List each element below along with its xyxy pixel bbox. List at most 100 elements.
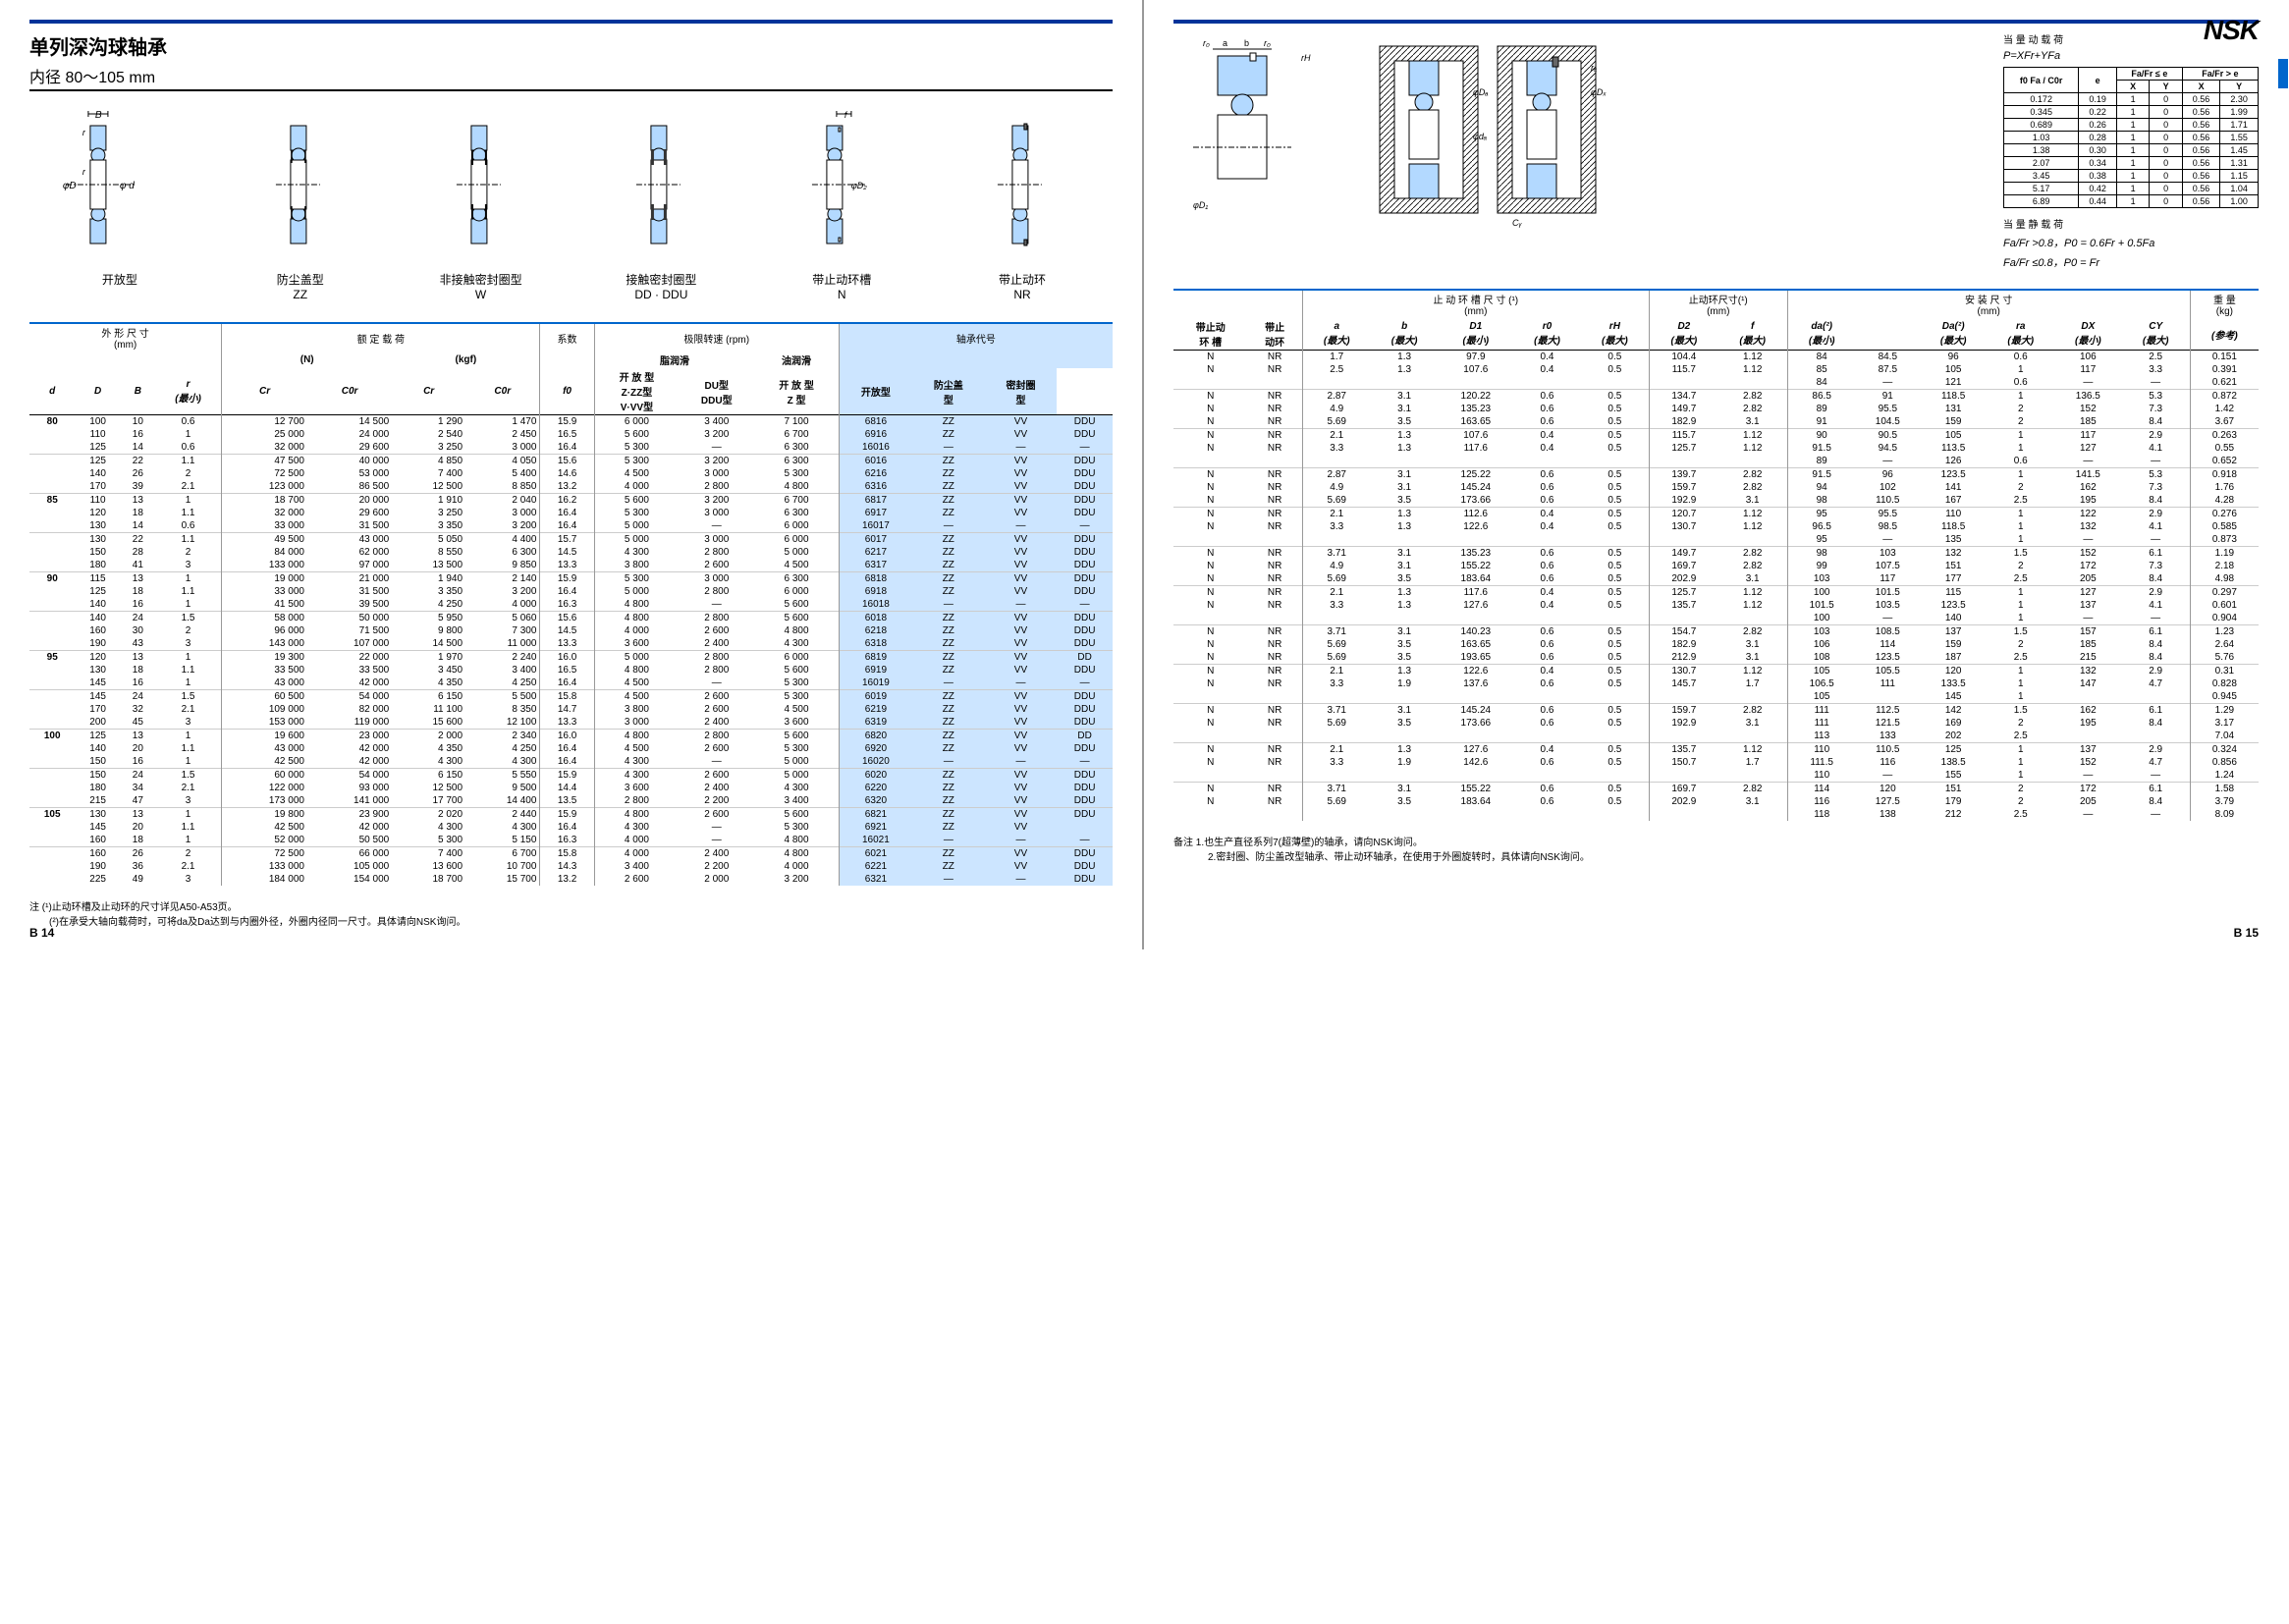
- right-cell: 159.7: [1649, 481, 1717, 494]
- left-row: 140201.143 00042 0004 3504 25016.44 5002…: [29, 742, 1113, 755]
- right-cell: 1.23: [2190, 625, 2259, 639]
- left-cell: DDU: [1057, 480, 1113, 494]
- right-cell: 3.79: [2190, 795, 2259, 808]
- left-cell: 0.6: [155, 415, 222, 429]
- right-cell: 3.1: [1371, 468, 1439, 482]
- left-cell: 14: [121, 519, 155, 533]
- right-cell: 0.4: [1513, 442, 1581, 455]
- left-cell: 100: [75, 415, 120, 429]
- right-cell: 95: [1787, 533, 1856, 547]
- left-cell: —: [1057, 677, 1113, 690]
- right-cell: [1173, 612, 1248, 625]
- right-row: NNR2.873.1125.220.60.5139.72.8291.596123…: [1173, 468, 2259, 482]
- right-cell: 5.69: [1302, 494, 1371, 508]
- right-cell: NR: [1248, 586, 1303, 600]
- right-cell: 91.5: [1787, 468, 1856, 482]
- left-cell: VV: [985, 612, 1058, 625]
- right-col-5: D2 (最大): [1649, 318, 1717, 351]
- right-cell: 123.5: [1856, 651, 1920, 665]
- right-cell: [1581, 612, 1650, 625]
- right-cell: 0.6: [1513, 390, 1581, 404]
- right-cell: N: [1173, 560, 1248, 572]
- left-row: 170392.1123 00086 50012 5008 85013.24 00…: [29, 480, 1113, 494]
- formula-cell: 0.22: [2079, 106, 2117, 119]
- right-row: NNR5.693.5173.660.60.5192.93.198110.5167…: [1173, 494, 2259, 508]
- left-cell: 5 600: [754, 612, 839, 625]
- left-cell: VV: [985, 716, 1058, 730]
- left-cell: 16.3: [540, 598, 594, 612]
- left-cell: 3 000: [594, 716, 679, 730]
- right-cell: 7.3: [2122, 481, 2191, 494]
- right-cell: 99: [1787, 560, 1856, 572]
- left-cell: 2 600: [679, 559, 754, 572]
- left-cell: 28: [121, 546, 155, 559]
- right-cell: 86.5: [1787, 390, 1856, 404]
- left-page: 单列深沟球轴承 内径 80～105 mm B φD φ d r r 开放型: [0, 0, 1144, 949]
- right-cell: [1248, 455, 1303, 468]
- right-cell: —: [2122, 769, 2191, 783]
- left-cell: 16.5: [540, 664, 594, 677]
- right-cell: 110: [1920, 508, 1988, 521]
- left-cell: 20: [121, 821, 155, 834]
- left-tbody: 80100100.612 70014 5001 2901 47015.96 00…: [29, 415, 1113, 887]
- right-cell: 5.69: [1302, 415, 1371, 429]
- left-cell: 5 600: [754, 730, 839, 743]
- left-cell: 6 700: [754, 428, 839, 441]
- left-cell: 66 000: [307, 847, 392, 861]
- left-cell: 6921: [839, 821, 912, 834]
- nsk-logo: NSK: [2204, 15, 2259, 46]
- right-cell: 0.6: [1513, 560, 1581, 572]
- left-row: 170322.1109 00082 00011 1008 35014.73 80…: [29, 703, 1113, 716]
- right-cell: 149.7: [1649, 547, 1717, 561]
- right-cell: 105: [1787, 665, 1856, 678]
- right-row: 110—1551——1.24: [1173, 769, 2259, 783]
- right-cell: [1513, 455, 1581, 468]
- left-col-10: DU型 DDU型: [679, 368, 754, 415]
- right-cell: 0.5: [1581, 717, 1650, 730]
- right-cell: 1.7: [1302, 351, 1371, 364]
- left-cell: 4 250: [465, 742, 540, 755]
- right-cell: 127.5: [1856, 795, 1920, 808]
- left-cell: 125: [75, 441, 120, 455]
- left-cell: 180: [75, 559, 120, 572]
- right-cell: 101.5: [1787, 599, 1856, 612]
- right-cell: N: [1173, 363, 1248, 376]
- left-cell: ZZ: [912, 690, 985, 704]
- left-cell: 18: [121, 585, 155, 598]
- left-cell: 180: [75, 782, 120, 794]
- left-cell: 2 600: [679, 808, 754, 822]
- left-cell: 4 500: [594, 677, 679, 690]
- right-cell: N: [1173, 783, 1248, 796]
- left-cell: 5 300: [754, 690, 839, 704]
- right-cell: 0.4: [1513, 586, 1581, 600]
- left-cell: DDU: [1057, 507, 1113, 519]
- right-cell: [1302, 612, 1371, 625]
- right-cell: NR: [1248, 677, 1303, 690]
- right-cell: 0.5: [1581, 651, 1650, 665]
- right-col-10: ra (最大): [1987, 318, 2054, 351]
- right-cell: 3.5: [1371, 717, 1439, 730]
- left-cell: DDU: [1057, 794, 1113, 808]
- left-cell: 43: [121, 637, 155, 651]
- left-cell: 2: [155, 847, 222, 861]
- fsh-1: Y: [2150, 81, 2182, 93]
- left-cell: 4 800: [754, 847, 839, 861]
- right-cell: 2: [1987, 403, 2054, 415]
- right-cell: 1.12: [1718, 429, 1787, 443]
- left-cell: 16: [121, 428, 155, 441]
- right-cell: 130.7: [1649, 520, 1717, 533]
- right-cell: 1.3: [1371, 586, 1439, 600]
- right-cell: 2.9: [2122, 665, 2191, 678]
- right-cell: 0.5: [1581, 795, 1650, 808]
- right-cell: 126: [1920, 455, 1988, 468]
- diagram-n: f φD₂ 带止动环槽 N: [751, 106, 932, 302]
- left-cell: 50 000: [307, 612, 392, 625]
- left-cell: 8 550: [392, 546, 465, 559]
- right-cell: 91.5: [1787, 442, 1856, 455]
- right-cell: 8.4: [2122, 494, 2191, 508]
- right-cell: N: [1173, 429, 1248, 443]
- right-cell: 202.9: [1649, 795, 1717, 808]
- right-cell: 0.5: [1581, 403, 1650, 415]
- fh-2: Fa/Fr ≤ e: [2116, 68, 2182, 81]
- left-cell: 16.4: [540, 585, 594, 598]
